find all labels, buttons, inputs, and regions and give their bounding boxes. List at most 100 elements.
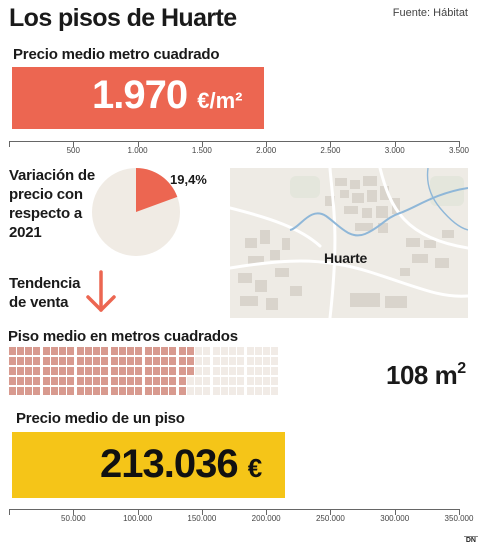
grid-cell-filled: [127, 377, 134, 385]
price-m2-axis-tick: [330, 141, 332, 147]
flat-size-unit-sup: 2: [457, 360, 466, 378]
grid-cell-filled: [43, 347, 50, 355]
grid-cell-empty: [203, 357, 210, 365]
flat-price-axis-line: [9, 509, 459, 510]
grid-cell-filled: [119, 347, 126, 355]
grid-cell-empty: [247, 367, 254, 375]
pie-slice: [136, 168, 178, 212]
grid-cell-filled: [43, 377, 50, 385]
grid-cell-filled: [135, 387, 142, 395]
grid-cell-filled: [77, 387, 84, 395]
grid-cell-filled: [119, 357, 126, 365]
source-label: Fuente: Hábitat: [392, 7, 468, 19]
grid-cell-filled: [145, 377, 152, 385]
grid-cell-filled: [127, 367, 134, 375]
grid-cell-filled: [85, 387, 92, 395]
grid-cell-filled: [153, 357, 160, 365]
grid-cell-empty: [203, 377, 210, 385]
arrow-down-icon: [86, 270, 116, 312]
grid-cell-filled: [25, 367, 32, 375]
grid-cell-empty: [195, 347, 202, 355]
grid-cell-empty: [263, 357, 270, 365]
grid-cell-filled: [145, 367, 152, 375]
variation-label-line: respecto a: [9, 205, 83, 222]
flat-price-axis-tick: [137, 509, 139, 515]
grid-cell-empty: [237, 367, 244, 375]
grid-cell-empty: [195, 357, 202, 365]
grid-cell-filled: [77, 347, 84, 355]
grid-cell-filled: [51, 377, 58, 385]
grid-cell-filled: [161, 347, 168, 355]
price-m2-axis-tick: [73, 141, 75, 147]
flat-price-axis-tick-label: 100.000: [123, 514, 153, 523]
grid-cell-empty: [247, 377, 254, 385]
grid-cell-filled: [67, 387, 74, 395]
flat-price-number: 213.036: [100, 442, 239, 486]
flat-price-axis-tick-label: 350.000: [444, 514, 474, 523]
flat-price-axis-tick: [9, 509, 10, 515]
flat-size-unit: m: [434, 360, 458, 390]
grid-cell-empty: [271, 357, 278, 365]
grid-cell-filled: [161, 377, 168, 385]
flat-price-axis-tick-label: 150.000: [187, 514, 217, 523]
grid-cell-filled: [43, 387, 50, 395]
grid-cell-empty: [221, 357, 228, 365]
grid-cell-filled: [9, 357, 16, 365]
variation-pie: [92, 168, 180, 256]
grid-cell-filled: [101, 387, 108, 395]
grid-cell-empty: [195, 387, 202, 395]
flat-price-axis-tick: [330, 509, 332, 515]
variation-label-line: Variación de: [9, 167, 95, 184]
grid-cell-filled: [59, 387, 66, 395]
flat-price-axis-tick: [201, 509, 203, 515]
grid-cell-filled: [111, 387, 118, 395]
price-m2-axis-tick-label: 1.500: [191, 146, 212, 155]
grid-cell-filled: [85, 377, 92, 385]
flat-size-label: Piso medio en metros cuadrados: [8, 328, 238, 345]
price-m2-axis-tick: [266, 141, 268, 147]
grid-cell-filled: [59, 377, 66, 385]
grid-cell-filled: [17, 357, 24, 365]
grid-cell-empty: [229, 357, 236, 365]
flat-price-axis-tick-label: 50.000: [61, 514, 86, 523]
grid-cell-filled: [187, 357, 194, 365]
grid-cell-filled: [135, 347, 142, 355]
grid-cell-filled: [51, 347, 58, 355]
price-m2-axis-tick-label: 2.500: [320, 146, 341, 155]
flat-price-axis-tick: [394, 509, 396, 515]
grid-cell-filled: [101, 347, 108, 355]
grid-cell-filled: [93, 357, 100, 365]
flat-price-unit: €: [247, 453, 263, 483]
grid-cell-empty: [255, 367, 262, 375]
grid-cell-empty: [255, 377, 262, 385]
flat-size-value: 108 m2: [386, 360, 466, 391]
price-m2-axis-tick: [9, 141, 10, 147]
grid-cell-empty: [255, 387, 262, 395]
grid-cell-filled: [111, 367, 118, 375]
grid-cell-filled: [169, 347, 176, 355]
grid-cell-empty: [229, 367, 236, 375]
grid-cell-filled: [25, 347, 32, 355]
grid-cell-filled: [145, 357, 152, 365]
grid-cell-filled: [67, 367, 74, 375]
grid-cell-filled: [93, 387, 100, 395]
grid-cell-empty: [255, 357, 262, 365]
grid-cell-filled: [179, 367, 186, 375]
grid-cell-filled: [111, 347, 118, 355]
grid-cell-empty: [213, 357, 220, 365]
flat-price-bar: [12, 432, 285, 498]
grid-cell-empty: [195, 377, 202, 385]
grid-cell-filled: [17, 387, 24, 395]
grid-cell-filled: [169, 357, 176, 365]
grid-cell-filled: [119, 377, 126, 385]
grid-cell-filled: [43, 357, 50, 365]
grid-cell-filled: [179, 347, 186, 355]
grid-cell-filled: [135, 377, 142, 385]
grid-cell-filled: [153, 347, 160, 355]
grid-cell-filled: [153, 367, 160, 375]
price-m2-axis-tick-label: 3.500: [448, 146, 470, 155]
grid-cell-filled: [145, 387, 152, 395]
grid-cell-filled: [9, 387, 16, 395]
grid-cell-empty: [221, 367, 228, 375]
grid-cell-empty: [271, 387, 278, 395]
